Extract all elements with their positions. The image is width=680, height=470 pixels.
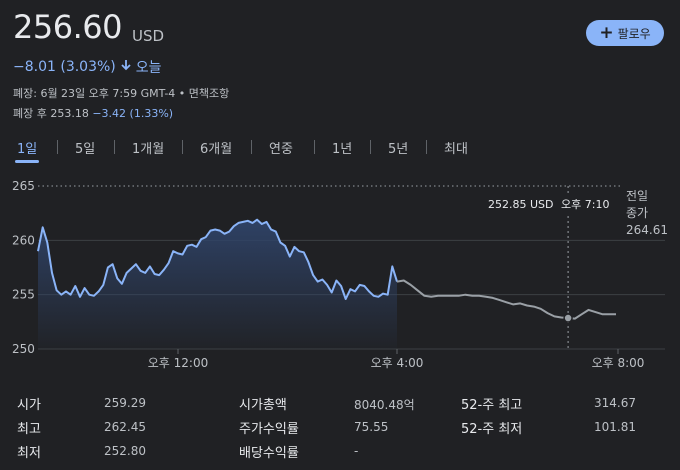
close-info: 폐장: 6월 23일 오후 7:59 GMT-4 • 면책조항 bbox=[13, 87, 230, 100]
stat-value: 8040.48억 bbox=[354, 398, 415, 412]
stat-value: 101.81 bbox=[594, 420, 636, 434]
y-tick-label: 255 bbox=[12, 288, 35, 302]
stat-label: 시가총액 bbox=[239, 398, 287, 413]
tab-6m[interactable]: 6개월 bbox=[200, 142, 233, 157]
hover-point bbox=[563, 313, 573, 323]
previous-close-label: 264.61 bbox=[626, 223, 668, 237]
x-tick-label: 오후 8:00 bbox=[592, 356, 645, 370]
stat-value: 259.29 bbox=[104, 396, 146, 410]
tab-1d[interactable]: 1일 bbox=[14, 138, 40, 163]
x-tick-label: 오후 12:00 bbox=[148, 356, 208, 370]
stat-value: 252.80 bbox=[104, 444, 146, 458]
tab-1y[interactable]: 1년 bbox=[332, 142, 353, 157]
tab-divider bbox=[426, 140, 427, 154]
tooltip-box bbox=[478, 193, 618, 215]
stat-label: 52-주 최고 bbox=[461, 398, 523, 413]
stat-value: 314.67 bbox=[594, 396, 636, 410]
tab-divider bbox=[370, 140, 371, 154]
stat-label: 배당수익률 bbox=[239, 446, 299, 461]
tab-divider bbox=[314, 140, 315, 154]
stat-value: 75.55 bbox=[354, 420, 389, 434]
price-change: −8.01 (3.03%) 오늘 bbox=[13, 57, 162, 77]
tab-1m[interactable]: 1개월 bbox=[132, 142, 165, 157]
stat-label: 시가 bbox=[17, 398, 41, 413]
follow-button[interactable]: + 팔로우 bbox=[586, 20, 664, 46]
tooltip-price: 252.85 USD bbox=[488, 198, 554, 211]
plus-icon: + bbox=[599, 22, 614, 43]
regular-session-area bbox=[38, 219, 397, 349]
tab-5d[interactable]: 5일 bbox=[75, 142, 96, 157]
follow-label: 팔로우 bbox=[617, 26, 651, 41]
tab-max[interactable]: 최대 bbox=[444, 142, 468, 157]
tab-divider bbox=[251, 140, 252, 154]
y-tick-label: 260 bbox=[12, 233, 35, 247]
stat-label: 주가수익률 bbox=[239, 422, 299, 437]
tab-5y[interactable]: 5년 bbox=[388, 142, 409, 157]
after-hours-info: 폐장 후 253.18 −3.42 (1.33%) bbox=[13, 105, 173, 121]
change-period: 오늘 bbox=[135, 60, 162, 76]
tab-divider bbox=[182, 140, 183, 154]
previous-close-label: 종가 bbox=[626, 206, 648, 220]
change-value: −8.01 (3.03%) bbox=[13, 59, 116, 75]
after-hours-price: 폐장 후 253.18 bbox=[13, 107, 89, 120]
stat-label: 최고 bbox=[17, 422, 41, 437]
currency-label: USD bbox=[132, 27, 165, 45]
previous-close-label: 전일 bbox=[626, 189, 648, 203]
stat-value: - bbox=[354, 444, 359, 458]
y-tick-label: 265 bbox=[12, 179, 35, 193]
stat-label: 52-주 최저 bbox=[461, 422, 523, 437]
stat-label: 최저 bbox=[17, 446, 41, 461]
x-tick-label: 오후 4:00 bbox=[371, 356, 424, 370]
y-tick-label: 250 bbox=[12, 342, 35, 356]
arrow-down-icon bbox=[120, 59, 132, 75]
tab-divider bbox=[114, 140, 115, 154]
current-price: 256.60 bbox=[13, 8, 122, 46]
stat-value: 262.45 bbox=[104, 420, 146, 434]
tab-ytd[interactable]: 연중 bbox=[269, 142, 293, 157]
after-hours-change: −3.42 (1.33%) bbox=[92, 107, 174, 120]
tooltip-time: 오후 7:10 bbox=[561, 198, 609, 211]
tab-divider bbox=[57, 140, 58, 154]
regular-session-line bbox=[37, 218, 398, 300]
after-hours-line bbox=[396, 279, 616, 320]
